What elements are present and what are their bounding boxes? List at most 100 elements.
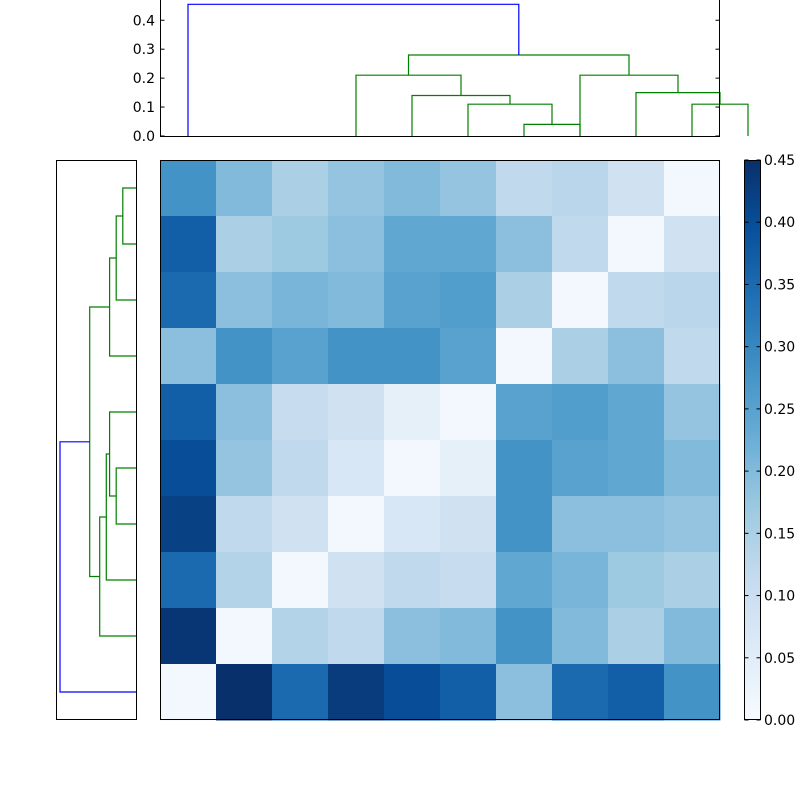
heatmap-cell [440, 664, 497, 721]
heatmap-cell [328, 608, 385, 665]
heatmap-cell [272, 160, 329, 217]
heatmap-cell [496, 216, 553, 273]
top-dendrogram-link [411, 94, 511, 136]
heatmap-cell [496, 440, 553, 497]
heatmap-cell [496, 160, 553, 217]
heatmap-cell [664, 160, 721, 217]
top-y-tick-label: 0.1 [133, 100, 155, 116]
heatmap-cell [552, 384, 609, 441]
heatmap-cell [496, 664, 553, 721]
heatmap-cell [328, 496, 385, 553]
heatmap-cell [328, 552, 385, 609]
heatmap-cell [216, 552, 273, 609]
top-dendrogram-link [523, 123, 581, 136]
colorbar-tick-label: 0.45 [764, 153, 795, 169]
heatmap-cell [384, 664, 441, 721]
top-dendrogram-links [187, 3, 749, 136]
top-dendrogram-frame [160, 0, 720, 137]
heatmap-cell [496, 608, 553, 665]
heatmap-cell [384, 272, 441, 329]
heatmap-cell [664, 608, 721, 665]
heatmap-cell [328, 384, 385, 441]
heatmap-cell [664, 664, 721, 721]
heatmap-cell [384, 160, 441, 217]
left-dendrogram-link [99, 516, 136, 637]
heatmap-cell [216, 216, 273, 273]
heatmap-cell [160, 608, 217, 665]
heatmap-cell [272, 496, 329, 553]
heatmap-cell [272, 328, 329, 385]
left-dendrogram-link [115, 467, 136, 525]
heatmap-cell [496, 272, 553, 329]
heatmap-cell [272, 608, 329, 665]
colorbar-tick-label: 0.25 [764, 402, 795, 418]
heatmap-cell [552, 608, 609, 665]
heatmap-cell [608, 160, 665, 217]
heatmap-cell [664, 216, 721, 273]
heatmap-cell [496, 384, 553, 441]
heatmap-cell [384, 440, 441, 497]
heatmap-cell [384, 216, 441, 273]
heatmap-cell [440, 384, 497, 441]
colorbar-gradient [744, 160, 761, 720]
top-dendrogram-y-axis: 0.0 0.1 0.2 0.3 0.4 [133, 13, 720, 145]
left-dendrogram-link [108, 411, 136, 497]
colorbar-tick-label: 0.20 [764, 464, 795, 480]
heatmap-cell [440, 496, 497, 553]
heatmap-cell [608, 440, 665, 497]
heatmap-cell [608, 384, 665, 441]
heatmap-cell [664, 440, 721, 497]
heatmap-cell [496, 552, 553, 609]
heatmap-cell [160, 160, 217, 217]
heatmap-cell [328, 160, 385, 217]
left-dendrogram-link [115, 215, 136, 301]
heatmap-cell [440, 440, 497, 497]
heatmap-cell [440, 160, 497, 217]
left-dendrogram-links [59, 187, 136, 693]
colorbar-tick-label: 0.00 [764, 713, 795, 729]
top-y-tick-label: 0.2 [133, 71, 155, 87]
top-y-tick-label: 0.4 [133, 13, 155, 29]
top-dendrogram-link [187, 3, 520, 136]
heatmap-cell [216, 440, 273, 497]
heatmap-cell [552, 440, 609, 497]
heatmap-cell [272, 216, 329, 273]
heatmap-cell [664, 496, 721, 553]
colorbar-tick-label: 0.30 [764, 340, 795, 356]
heatmap-cell [552, 160, 609, 217]
heatmap-cell [664, 384, 721, 441]
colorbar: 0.00 0.05 0.10 0.15 0.20 0.25 0.30 0.35 0.40 0.45 [744, 153, 795, 729]
top-dendrogram-link [579, 74, 679, 136]
left-dendrogram-link [108, 257, 136, 357]
heatmap-cell [216, 160, 273, 217]
top-y-tick-label: 0.0 [133, 129, 155, 145]
top-dendrogram-link [355, 74, 462, 136]
heatmap-cell [216, 608, 273, 665]
left-dendrogram-link [59, 441, 136, 693]
heatmap-cell [608, 608, 665, 665]
heatmap-cell [328, 664, 385, 721]
top-dendrogram: 0.0 0.1 0.2 0.3 0.4 [133, 0, 749, 145]
heatmap-cell [272, 272, 329, 329]
heatmap-cell [552, 496, 609, 553]
heatmap-cell [328, 440, 385, 497]
heatmap-cell [496, 328, 553, 385]
heatmap-cell [552, 328, 609, 385]
top-y-tick-label: 0.3 [133, 42, 155, 58]
heatmap-cell [440, 608, 497, 665]
heatmap-cell [160, 272, 217, 329]
colorbar-tick-label: 0.15 [764, 526, 795, 542]
heatmap-cell [216, 328, 273, 385]
heatmap-cell [328, 272, 385, 329]
left-dendrogram [56, 160, 137, 720]
heatmap-cell [608, 216, 665, 273]
heatmap-cell [608, 328, 665, 385]
heatmap-cell [440, 272, 497, 329]
heatmap-cell [664, 328, 721, 385]
heatmap-cell [440, 216, 497, 273]
heatmap-cell [272, 440, 329, 497]
heatmap-cell [160, 496, 217, 553]
heatmap-cell [384, 384, 441, 441]
left-dendrogram-link [122, 187, 136, 245]
